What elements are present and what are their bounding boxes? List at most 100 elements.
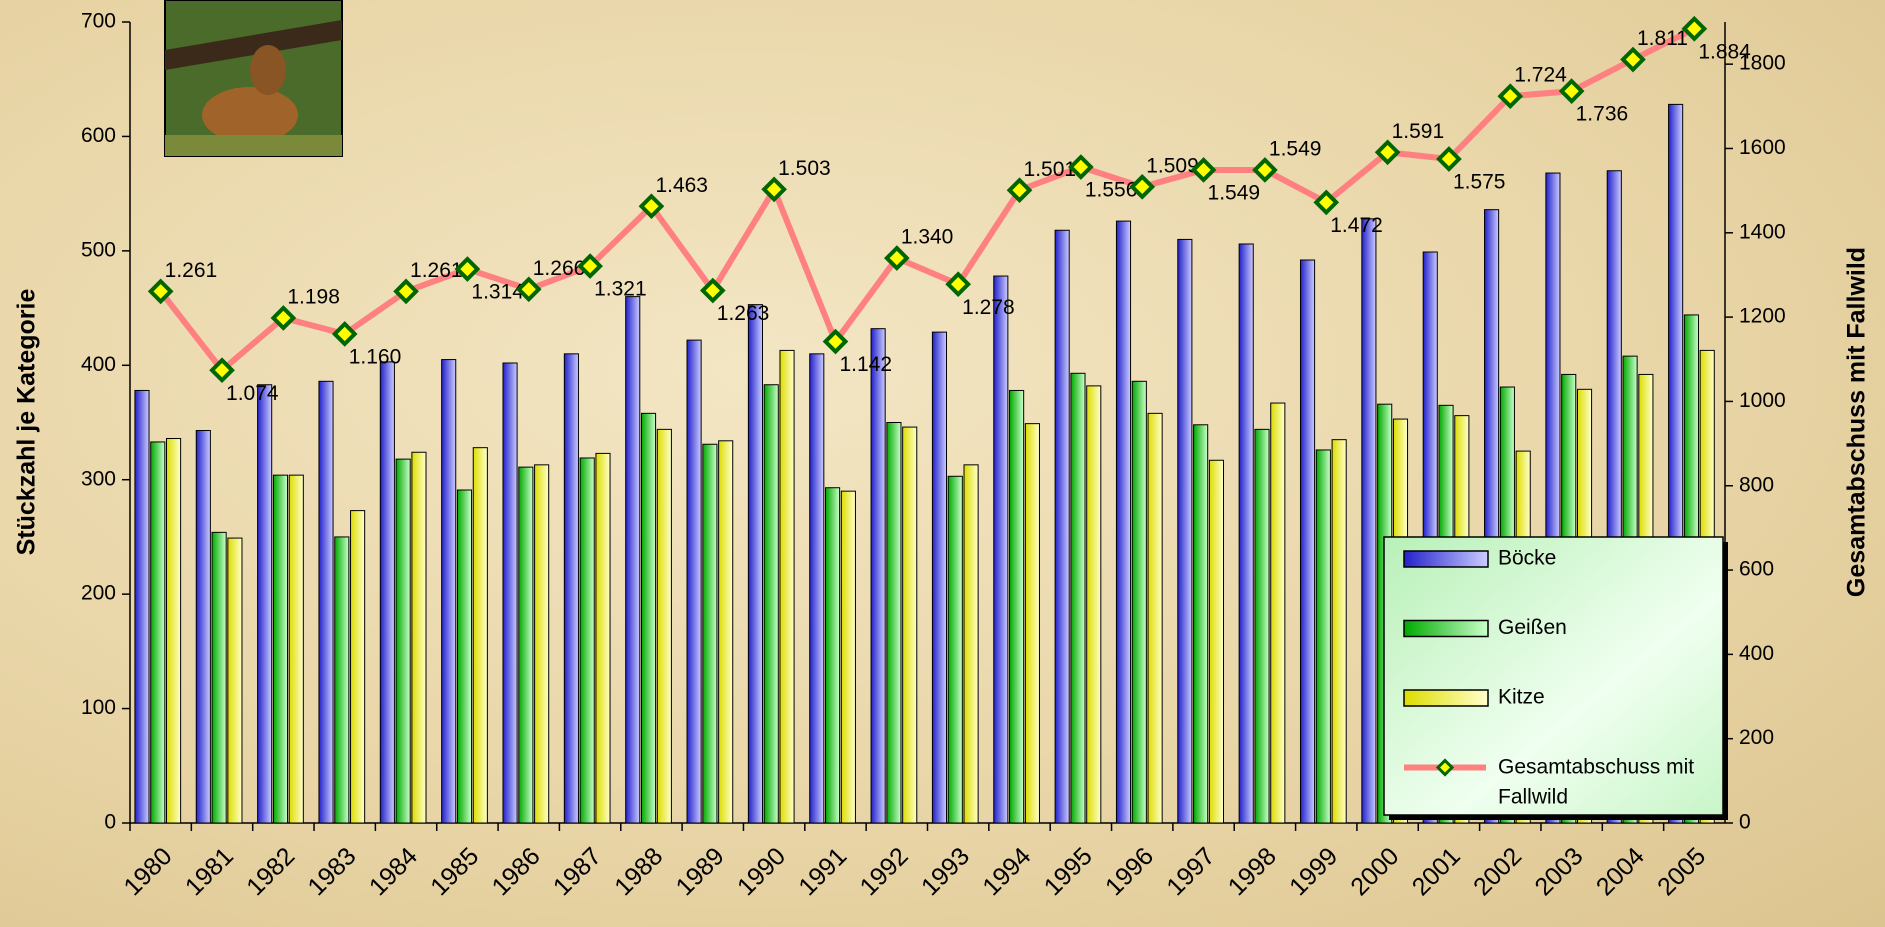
y-tick-label: 400 [81,353,116,376]
data-label: 1.501 [1024,158,1077,181]
legend-label-line: Gesamtabschuss mit [1498,755,1694,778]
y2-tick-label: 1000 [1739,389,1786,412]
bar [1115,220,1132,824]
x-tick-label: 1996 [1100,842,1159,901]
line-marker [1620,46,1646,73]
y-tick-label: 100 [81,696,116,719]
bar [334,536,350,824]
bar [272,474,289,824]
y2-tick-label: 200 [1739,726,1774,749]
y-tick-label: 200 [81,582,116,605]
y2-tick-label: 1200 [1739,305,1786,328]
line-marker [1252,157,1278,183]
data-label: 1.261 [165,259,218,282]
line-marker [147,278,174,305]
x-tick-label: 1986 [487,842,546,901]
y2-tick-label: 0 [1739,811,1751,834]
data-label: 1.321 [594,278,647,301]
bar [579,457,595,824]
data-label: 1.549 [1208,182,1261,205]
y-tick-label: 600 [81,124,116,147]
bar [686,339,702,824]
legend-label: Geißen [1498,616,1567,639]
y2-tick-label: 1600 [1739,136,1786,159]
line-marker [883,245,910,271]
y-tick-label: 500 [81,238,116,261]
bar [1024,423,1040,824]
x-tick-label: 1989 [671,842,730,901]
line-marker [1558,78,1585,104]
line-marker [1313,189,1340,216]
bar [257,384,273,824]
bar [1070,372,1086,824]
bar [1177,238,1193,824]
legend-marker [1435,758,1455,777]
bar [395,458,411,824]
data-label: 1.509 [1146,154,1199,177]
x-tick-label: 1983 [302,842,361,901]
line-marker [1129,174,1156,200]
y2-tick-label: 1800 [1739,52,1786,75]
line-marker [638,193,665,220]
line [158,26,1696,375]
bar [1009,389,1025,824]
bar [1208,459,1225,824]
line-marker [945,271,972,298]
bar [166,438,182,824]
data-label: 1.884 [1698,40,1751,63]
bar [702,443,718,824]
y2-tick-label: 1400 [1739,220,1786,243]
data-label: 1.472 [1330,214,1383,237]
data-label: 1.266 [533,257,586,280]
x-tick-label: 2004 [1591,842,1650,901]
bar [441,359,457,824]
bar [563,353,579,824]
bar [595,452,611,824]
legend-swatch [1403,619,1489,638]
line-marker [515,276,542,303]
data-label: 1.263 [717,302,770,325]
line-marker [454,256,481,282]
line-marker [1681,15,1708,42]
data-label: 1.736 [1576,103,1629,126]
bar [779,349,795,824]
x-tick-label: 1992 [855,842,914,901]
y2-tick-label: 800 [1739,473,1774,496]
bar [211,531,227,824]
x-tick-label: 1999 [1284,842,1343,901]
bar [1193,424,1209,824]
bar [534,464,550,824]
legend-swatch [1403,550,1489,568]
y-axis-title: Stückzahl je Kategorie [13,289,41,556]
bar [825,487,841,824]
data-label: 1.575 [1453,171,1506,194]
x-tick-label: 1984 [364,842,423,901]
data-label: 1.074 [226,382,279,405]
data-label: 1.142 [839,353,892,376]
bar [931,331,948,824]
bar [150,441,166,824]
line-marker [1006,177,1033,204]
x-tick-label: 2000 [1345,842,1404,901]
line-marker [270,305,297,331]
bar [747,304,763,824]
line-marker [331,321,358,347]
data-label: 1.591 [1392,120,1445,143]
deer-photo [164,0,343,157]
bar [227,537,243,824]
bar [379,361,395,824]
x-tick-label: 1980 [118,842,177,901]
line-marker [1374,139,1401,166]
bar [809,353,825,824]
line-marker [1190,157,1217,183]
data-label: 1.549 [1269,138,1322,161]
bar [318,380,334,824]
data-label: 1.261 [410,259,463,282]
legend-label: Böcke [1498,547,1556,570]
bar [502,362,518,824]
data-label: 1.278 [962,296,1015,319]
bar [1054,229,1070,824]
x-tick-label: 1995 [1039,842,1098,901]
bar [1361,218,1377,824]
